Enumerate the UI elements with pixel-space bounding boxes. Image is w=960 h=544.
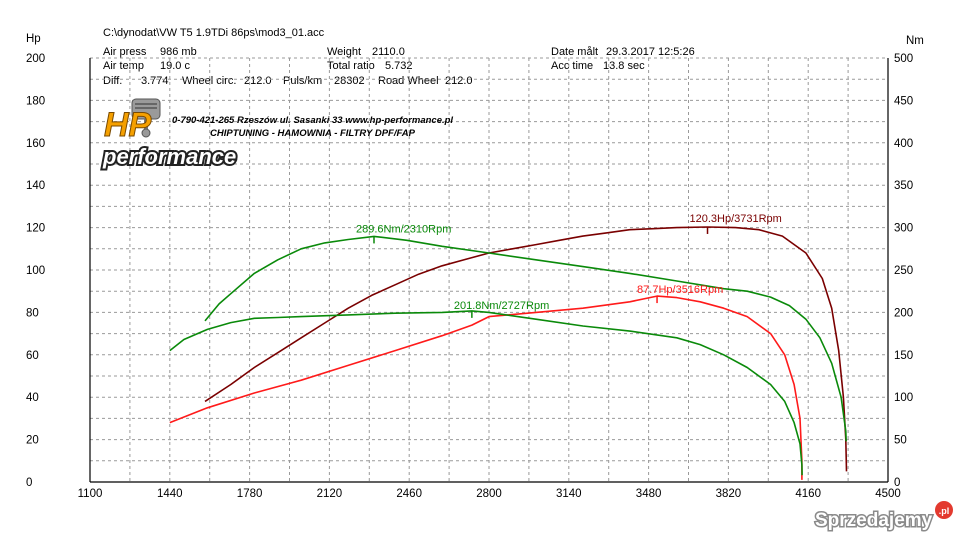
y-left-tick-label: 40 — [26, 392, 39, 404]
y-left-tick-label: 20 — [26, 435, 39, 447]
road-wheel-label: Road Wheel — [378, 75, 439, 87]
road-wheel-value: 212.0 — [445, 75, 473, 87]
plot-frame — [89, 58, 889, 483]
puls-value: 28302 — [334, 75, 365, 87]
logo-hp: HP — [104, 106, 152, 144]
y-right-tick-label: 50 — [894, 435, 907, 447]
watermark-suffix: .pl — [939, 506, 950, 516]
date-value: 29.3.2017 12:5:26 — [606, 46, 695, 58]
peak-label: 120.3Hp/3731Rpm — [690, 213, 782, 225]
right-axis-unit: Nm — [906, 35, 924, 47]
services-line: CHIPTUNING - HAMOWNIA - FILTRY DPF/FAP — [210, 128, 416, 139]
contact-line: 0-790-421-265 Rzeszów ul. Sasanki 33 www… — [172, 115, 453, 126]
wheel-circ-value: 212.0 — [244, 75, 272, 87]
header-info: C:\dynodat\VW T5 1.9TDi 86ps\mod3_01.acc… — [103, 27, 695, 87]
wheel-circ-label: Wheel circ. — [182, 75, 236, 87]
air-press-value: 986 mb — [160, 46, 197, 58]
acc-time-label: Acc time — [551, 60, 593, 72]
peak-labels: 120.3Hp/3731Rpm 289.6Nm/2310Rpm 87.7Hp/351… — [356, 213, 782, 318]
puls-label: Puls/km — [283, 75, 322, 87]
file-path: C:\dynodat\VW T5 1.9TDi 86ps\mod3_01.acc — [103, 27, 325, 39]
y-left-tick-label: 100 — [26, 265, 45, 277]
y-right-tick-label: 0 — [894, 477, 900, 489]
watermark-text: Sprzedajemy — [815, 510, 933, 531]
y-right-tick-label: 350 — [894, 180, 913, 192]
y-left-tick-label: 120 — [26, 223, 45, 235]
x-tick-label: 3140 — [556, 488, 582, 500]
y-left-tick-label: 80 — [26, 307, 39, 319]
total-ratio-value: 5.732 — [385, 60, 413, 72]
x-tick-label: 2800 — [476, 488, 502, 500]
x-tick-label: 2120 — [317, 488, 343, 500]
y-right-tick-label: 500 — [894, 53, 913, 65]
series-line-tuned-torque — [204, 235, 847, 442]
acc-time-value: 13.8 sec — [603, 60, 645, 72]
x-tick-label: 4500 — [875, 488, 901, 500]
y-left-tick-label: 180 — [26, 95, 45, 107]
y-right-tick-label: 200 — [894, 307, 913, 319]
x-tick-label: 3820 — [716, 488, 742, 500]
y-left-tick-label: 140 — [26, 180, 45, 192]
air-temp-label: Air temp — [103, 60, 144, 72]
air-temp-value: 19.0 c — [160, 60, 190, 72]
y-right-tick-label: 150 — [894, 350, 913, 362]
series — [169, 226, 848, 480]
series-line-tuned-power — [204, 226, 848, 472]
y-left-tick-label: 160 — [26, 138, 45, 150]
peak-label: 87.7Hp/3516Rpm — [637, 284, 723, 296]
x-tick-label: 1440 — [157, 488, 183, 500]
weight-value: 2110.0 — [372, 46, 405, 58]
y-right-tick-label: 100 — [894, 392, 913, 404]
y-right-tick-label: 400 — [894, 138, 913, 150]
watermark-badge: .pl — [935, 501, 953, 519]
axis-ticks: 0 20 40 60 80 100 120 140 160 180 200 0 50 100 150 200 2… — [26, 53, 913, 500]
diff-label: Diff. — [103, 75, 122, 87]
y-left-tick-label: 60 — [26, 350, 39, 362]
date-label: Date målt — [551, 46, 598, 58]
brand-logo: HP performance 0-790-421-265 Rzeszów ul.… — [100, 98, 453, 171]
y-left-tick-label: 200 — [26, 53, 45, 65]
x-tick-label: 3480 — [636, 488, 662, 500]
y-left-tick-label: 0 — [26, 477, 32, 489]
y-right-tick-label: 250 — [894, 265, 913, 277]
peak-label: 289.6Nm/2310Rpm — [356, 223, 451, 235]
piston-icon — [131, 98, 161, 138]
peak-label: 201.8Nm/2727Rpm — [454, 300, 549, 312]
weight-label: Weight — [327, 46, 361, 58]
y-right-tick-label: 450 — [894, 95, 913, 107]
x-tick-label: 2460 — [396, 488, 422, 500]
diff-value: 3.774 — [141, 75, 169, 87]
y-right-tick-label: 300 — [894, 223, 913, 235]
total-ratio-label: Total ratio — [327, 60, 375, 72]
x-tick-label: 1780 — [237, 488, 263, 500]
series-line-stock-torque — [169, 310, 803, 476]
x-tick-label: 4160 — [795, 488, 821, 500]
air-press-label: Air press — [103, 46, 147, 58]
series-line-stock-power — [169, 295, 803, 480]
watermark: Sprzedajemy .pl — [814, 501, 953, 533]
logo-performance: performance — [102, 144, 236, 169]
left-axis-unit: Hp — [26, 33, 41, 45]
x-tick-label: 1100 — [78, 488, 103, 500]
